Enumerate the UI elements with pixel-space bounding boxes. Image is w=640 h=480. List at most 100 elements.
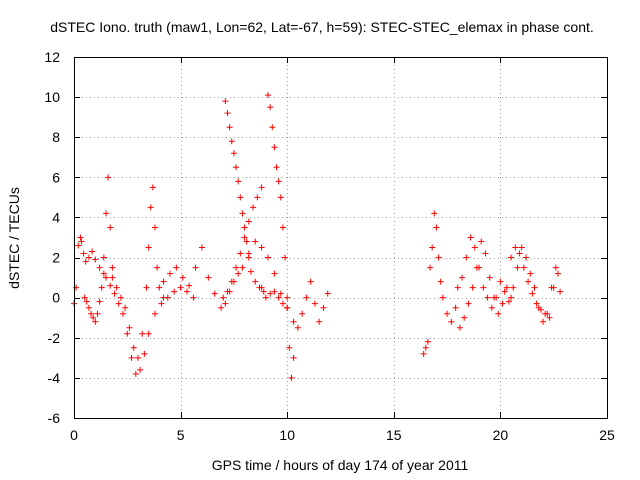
data-point xyxy=(294,324,301,331)
data-point xyxy=(542,310,549,317)
data-point xyxy=(527,270,534,277)
data-point xyxy=(303,294,310,301)
data-point xyxy=(98,284,105,291)
data-point xyxy=(245,218,252,225)
data-point xyxy=(514,264,521,271)
data-point xyxy=(516,250,523,257)
data-point xyxy=(271,288,278,295)
data-point xyxy=(501,288,508,295)
data-point xyxy=(241,234,248,241)
data-point xyxy=(160,278,167,285)
data-point xyxy=(183,288,190,295)
x-tick-label: 0 xyxy=(70,427,78,443)
y-tick-label: -6 xyxy=(48,410,61,426)
series-arc-H xyxy=(258,284,291,311)
data-point xyxy=(145,244,152,251)
data-point xyxy=(252,238,259,245)
data-point xyxy=(109,274,116,281)
data-point xyxy=(493,294,500,301)
data-point xyxy=(228,138,235,145)
series-arc-B xyxy=(81,174,116,325)
data-point xyxy=(271,270,278,277)
y-tick-label: 12 xyxy=(44,49,60,65)
plot-frame xyxy=(74,57,608,419)
series-arc-C xyxy=(109,184,167,361)
data-point xyxy=(220,294,227,301)
data-point xyxy=(546,314,553,321)
data-point xyxy=(120,310,127,317)
data-point xyxy=(260,288,267,295)
data-point xyxy=(235,178,242,185)
y-tick-label: 4 xyxy=(52,209,60,225)
data-point xyxy=(463,254,470,261)
data-point xyxy=(239,264,246,271)
data-point xyxy=(290,354,297,361)
data-point xyxy=(245,254,252,261)
data-point xyxy=(482,250,489,257)
data-point xyxy=(128,354,135,361)
series-arc-I xyxy=(420,210,515,357)
data-point xyxy=(540,318,547,325)
data-point xyxy=(448,318,455,325)
data-point xyxy=(324,290,331,297)
data-point xyxy=(141,350,148,357)
data-point xyxy=(265,92,272,99)
series-arc-D xyxy=(160,238,297,325)
data-point xyxy=(224,110,231,117)
data-point xyxy=(186,282,193,289)
data-point xyxy=(431,210,438,217)
data-point xyxy=(88,310,95,317)
chart-title: dSTEC Iono. truth (maw1, Lon=62, Lat=-67… xyxy=(50,19,594,35)
data-point xyxy=(461,314,468,321)
data-point xyxy=(82,258,89,265)
data-point xyxy=(85,304,92,311)
data-point xyxy=(316,318,323,325)
data-point xyxy=(134,354,141,361)
data-point xyxy=(454,284,461,291)
data-point xyxy=(177,284,184,291)
series-arc-F xyxy=(220,184,265,301)
data-point xyxy=(218,304,225,311)
data-point xyxy=(497,278,504,285)
data-point xyxy=(143,284,150,291)
data-point xyxy=(533,300,540,307)
data-point xyxy=(224,288,231,295)
data-point xyxy=(102,274,109,281)
series-arc-G xyxy=(265,92,331,381)
data-point xyxy=(100,254,107,261)
x-axis-label: GPS time / hours of day 174 of year 2011 xyxy=(212,457,469,473)
data-point xyxy=(307,278,314,285)
data-point xyxy=(78,238,85,245)
data-point xyxy=(80,250,87,257)
data-point xyxy=(503,284,510,291)
data-point xyxy=(290,318,297,325)
data-point xyxy=(205,274,212,281)
data-point xyxy=(90,314,97,321)
data-point xyxy=(471,244,478,251)
axis-ticks xyxy=(74,57,608,419)
data-point xyxy=(233,264,240,271)
x-tick-label: 10 xyxy=(279,427,295,443)
data-point xyxy=(522,254,529,261)
data-point xyxy=(529,290,536,297)
data-point xyxy=(237,250,244,257)
data-point xyxy=(94,310,101,317)
data-point xyxy=(279,224,286,231)
y-tick-label: 0 xyxy=(52,290,60,306)
data-point xyxy=(271,144,278,151)
data-point xyxy=(459,274,466,281)
y-tick-labels: -6 -4 -2 0 2 4 6 8 10 12 xyxy=(44,49,60,426)
data-point xyxy=(233,164,240,171)
data-point xyxy=(222,98,229,105)
data-point xyxy=(122,304,129,311)
data-point xyxy=(286,344,293,351)
data-point xyxy=(552,264,559,271)
data-point xyxy=(465,300,472,307)
data-point xyxy=(518,244,525,251)
data-point xyxy=(456,324,463,331)
data-point xyxy=(254,194,261,201)
data-point xyxy=(267,104,274,111)
data-point xyxy=(444,310,451,317)
data-point xyxy=(139,330,146,337)
data-point xyxy=(284,304,291,311)
